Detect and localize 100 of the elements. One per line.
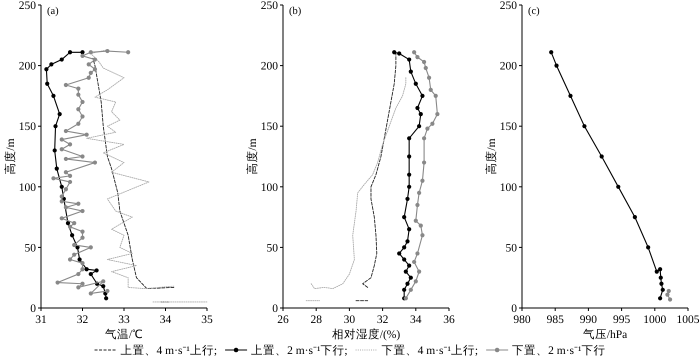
point (666, 288, 671, 294)
x-tick-label: 36 (443, 314, 455, 326)
y-tick-label: 100 (500, 182, 518, 194)
legend-label: 上置、4 m·s⁻¹上行; (120, 344, 218, 357)
y-tick-label: 250 (260, 0, 278, 12)
point (428, 88, 433, 92)
point (582, 124, 587, 128)
legend-label: 上置、2 m·s⁻¹下行; (251, 344, 348, 357)
point (425, 126, 430, 131)
point (76, 202, 80, 206)
point (408, 70, 413, 74)
point (422, 60, 426, 64)
point (76, 86, 80, 91)
legend-label: 下置、4 m·s⁻¹上行; (382, 344, 478, 357)
point (420, 94, 425, 98)
point (392, 50, 396, 54)
x-tick-label: 26 (277, 314, 289, 326)
y-tick-label: 50 (24, 242, 36, 254)
point (105, 48, 110, 54)
point (80, 100, 85, 104)
point (68, 224, 72, 229)
point (64, 205, 68, 210)
point (417, 124, 422, 128)
point (408, 276, 413, 280)
point (88, 70, 93, 75)
y-tick-label: 50 (506, 242, 518, 254)
point (80, 114, 85, 119)
x-tick-label: 35 (201, 314, 213, 326)
point (434, 94, 438, 98)
point (415, 251, 420, 256)
point (60, 199, 64, 204)
point (668, 297, 672, 302)
point (549, 50, 554, 54)
point (407, 136, 412, 140)
point (72, 221, 76, 226)
point (64, 128, 68, 134)
point (64, 82, 68, 88)
chart-title: (b) (289, 6, 302, 17)
point (60, 147, 64, 152)
point (658, 296, 662, 300)
y-tick-label: 250 (18, 0, 36, 12)
y-tick-label: 200 (18, 60, 36, 73)
x-tick-label: 34 (410, 314, 422, 326)
point (76, 122, 80, 126)
point (66, 221, 70, 226)
point (660, 288, 665, 292)
x-tick-label: 30 (344, 314, 356, 326)
point (60, 137, 64, 142)
point (80, 208, 85, 214)
point (64, 170, 68, 174)
point (435, 112, 440, 116)
point (412, 260, 416, 264)
point (88, 245, 93, 250)
point (407, 172, 412, 177)
point (84, 132, 89, 137)
point (86, 62, 91, 66)
point (88, 291, 93, 296)
point (126, 50, 130, 54)
y-tick-label: 150 (260, 121, 278, 134)
point (417, 270, 422, 274)
point (417, 190, 422, 195)
point (407, 154, 412, 159)
x-tick-label: 1005 (676, 314, 700, 326)
point (92, 160, 98, 165)
y-axis-title: 高度/m (484, 138, 498, 175)
y-tick-label: 50 (266, 242, 278, 254)
point (80, 267, 85, 272)
point (402, 288, 406, 292)
point (80, 54, 85, 58)
x-tick-label: 995 (612, 314, 630, 326)
point (415, 106, 420, 110)
point (414, 218, 418, 223)
point (86, 76, 91, 80)
x-tick-label: 33 (118, 314, 130, 326)
point (554, 64, 559, 68)
x-tick-label: 990 (580, 314, 598, 326)
y-tick-label: 200 (260, 60, 278, 73)
point (80, 236, 85, 240)
chart-title: (a) (47, 6, 60, 17)
point (407, 184, 412, 189)
y-axis-title: 高度/m (245, 138, 259, 175)
point (56, 280, 60, 285)
point (405, 239, 410, 244)
point (600, 154, 604, 159)
point (45, 82, 50, 86)
point (68, 180, 72, 184)
point (60, 216, 64, 220)
point (407, 57, 412, 62)
point (60, 184, 64, 189)
point (72, 252, 76, 257)
y-tick-label: 150 (500, 121, 518, 134)
point (77, 257, 82, 262)
point (80, 154, 85, 159)
point (658, 276, 663, 280)
point (54, 166, 59, 171)
point (60, 194, 64, 199)
legend-label: 下置、2 m·s⁻¹下行 (512, 344, 606, 357)
y-tick-label: 0 (272, 303, 278, 315)
point (70, 233, 74, 238)
point (415, 202, 420, 208)
